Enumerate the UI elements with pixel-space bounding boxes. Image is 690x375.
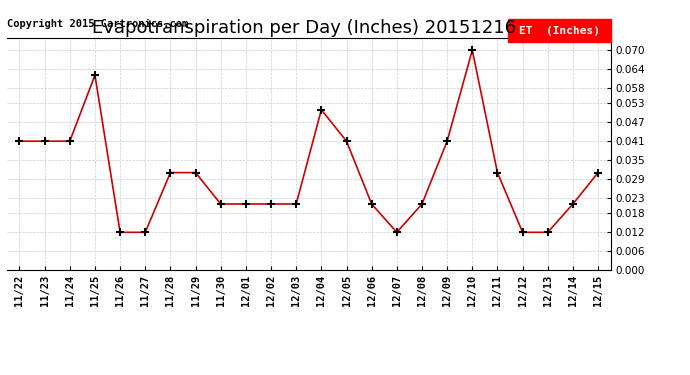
Bar xyxy=(508,19,611,42)
Text: Copyright 2015 Cartronics.com: Copyright 2015 Cartronics.com xyxy=(7,19,188,29)
Text: ET  (Inches): ET (Inches) xyxy=(519,26,600,36)
Text: Evapotranspiration per Day (Inches) 20151216: Evapotranspiration per Day (Inches) 2015… xyxy=(92,19,515,37)
